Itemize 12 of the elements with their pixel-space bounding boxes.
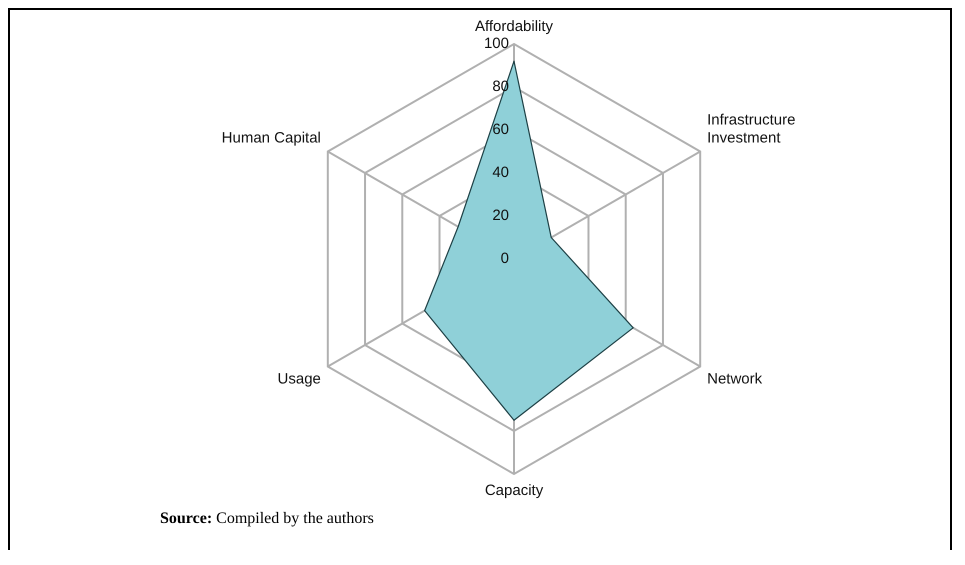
y-tick-label: 0: [500, 250, 509, 268]
y-tick-label: 40: [492, 164, 509, 182]
spoke-label: Usage: [278, 370, 321, 388]
spoke-label: Infrastructure Investment: [707, 112, 796, 147]
spoke-label: Human Capital: [222, 130, 321, 147]
y-tick-label: 20: [492, 207, 509, 224]
spoke-label: Network: [707, 370, 763, 388]
y-tick-label: 100: [484, 35, 509, 52]
source-note: Source: Compiled by the authors: [160, 510, 374, 528]
y-tick-label: 60: [492, 121, 509, 138]
spoke-label: Affordability: [474, 18, 554, 36]
spoke-label: Capacity: [484, 482, 544, 500]
